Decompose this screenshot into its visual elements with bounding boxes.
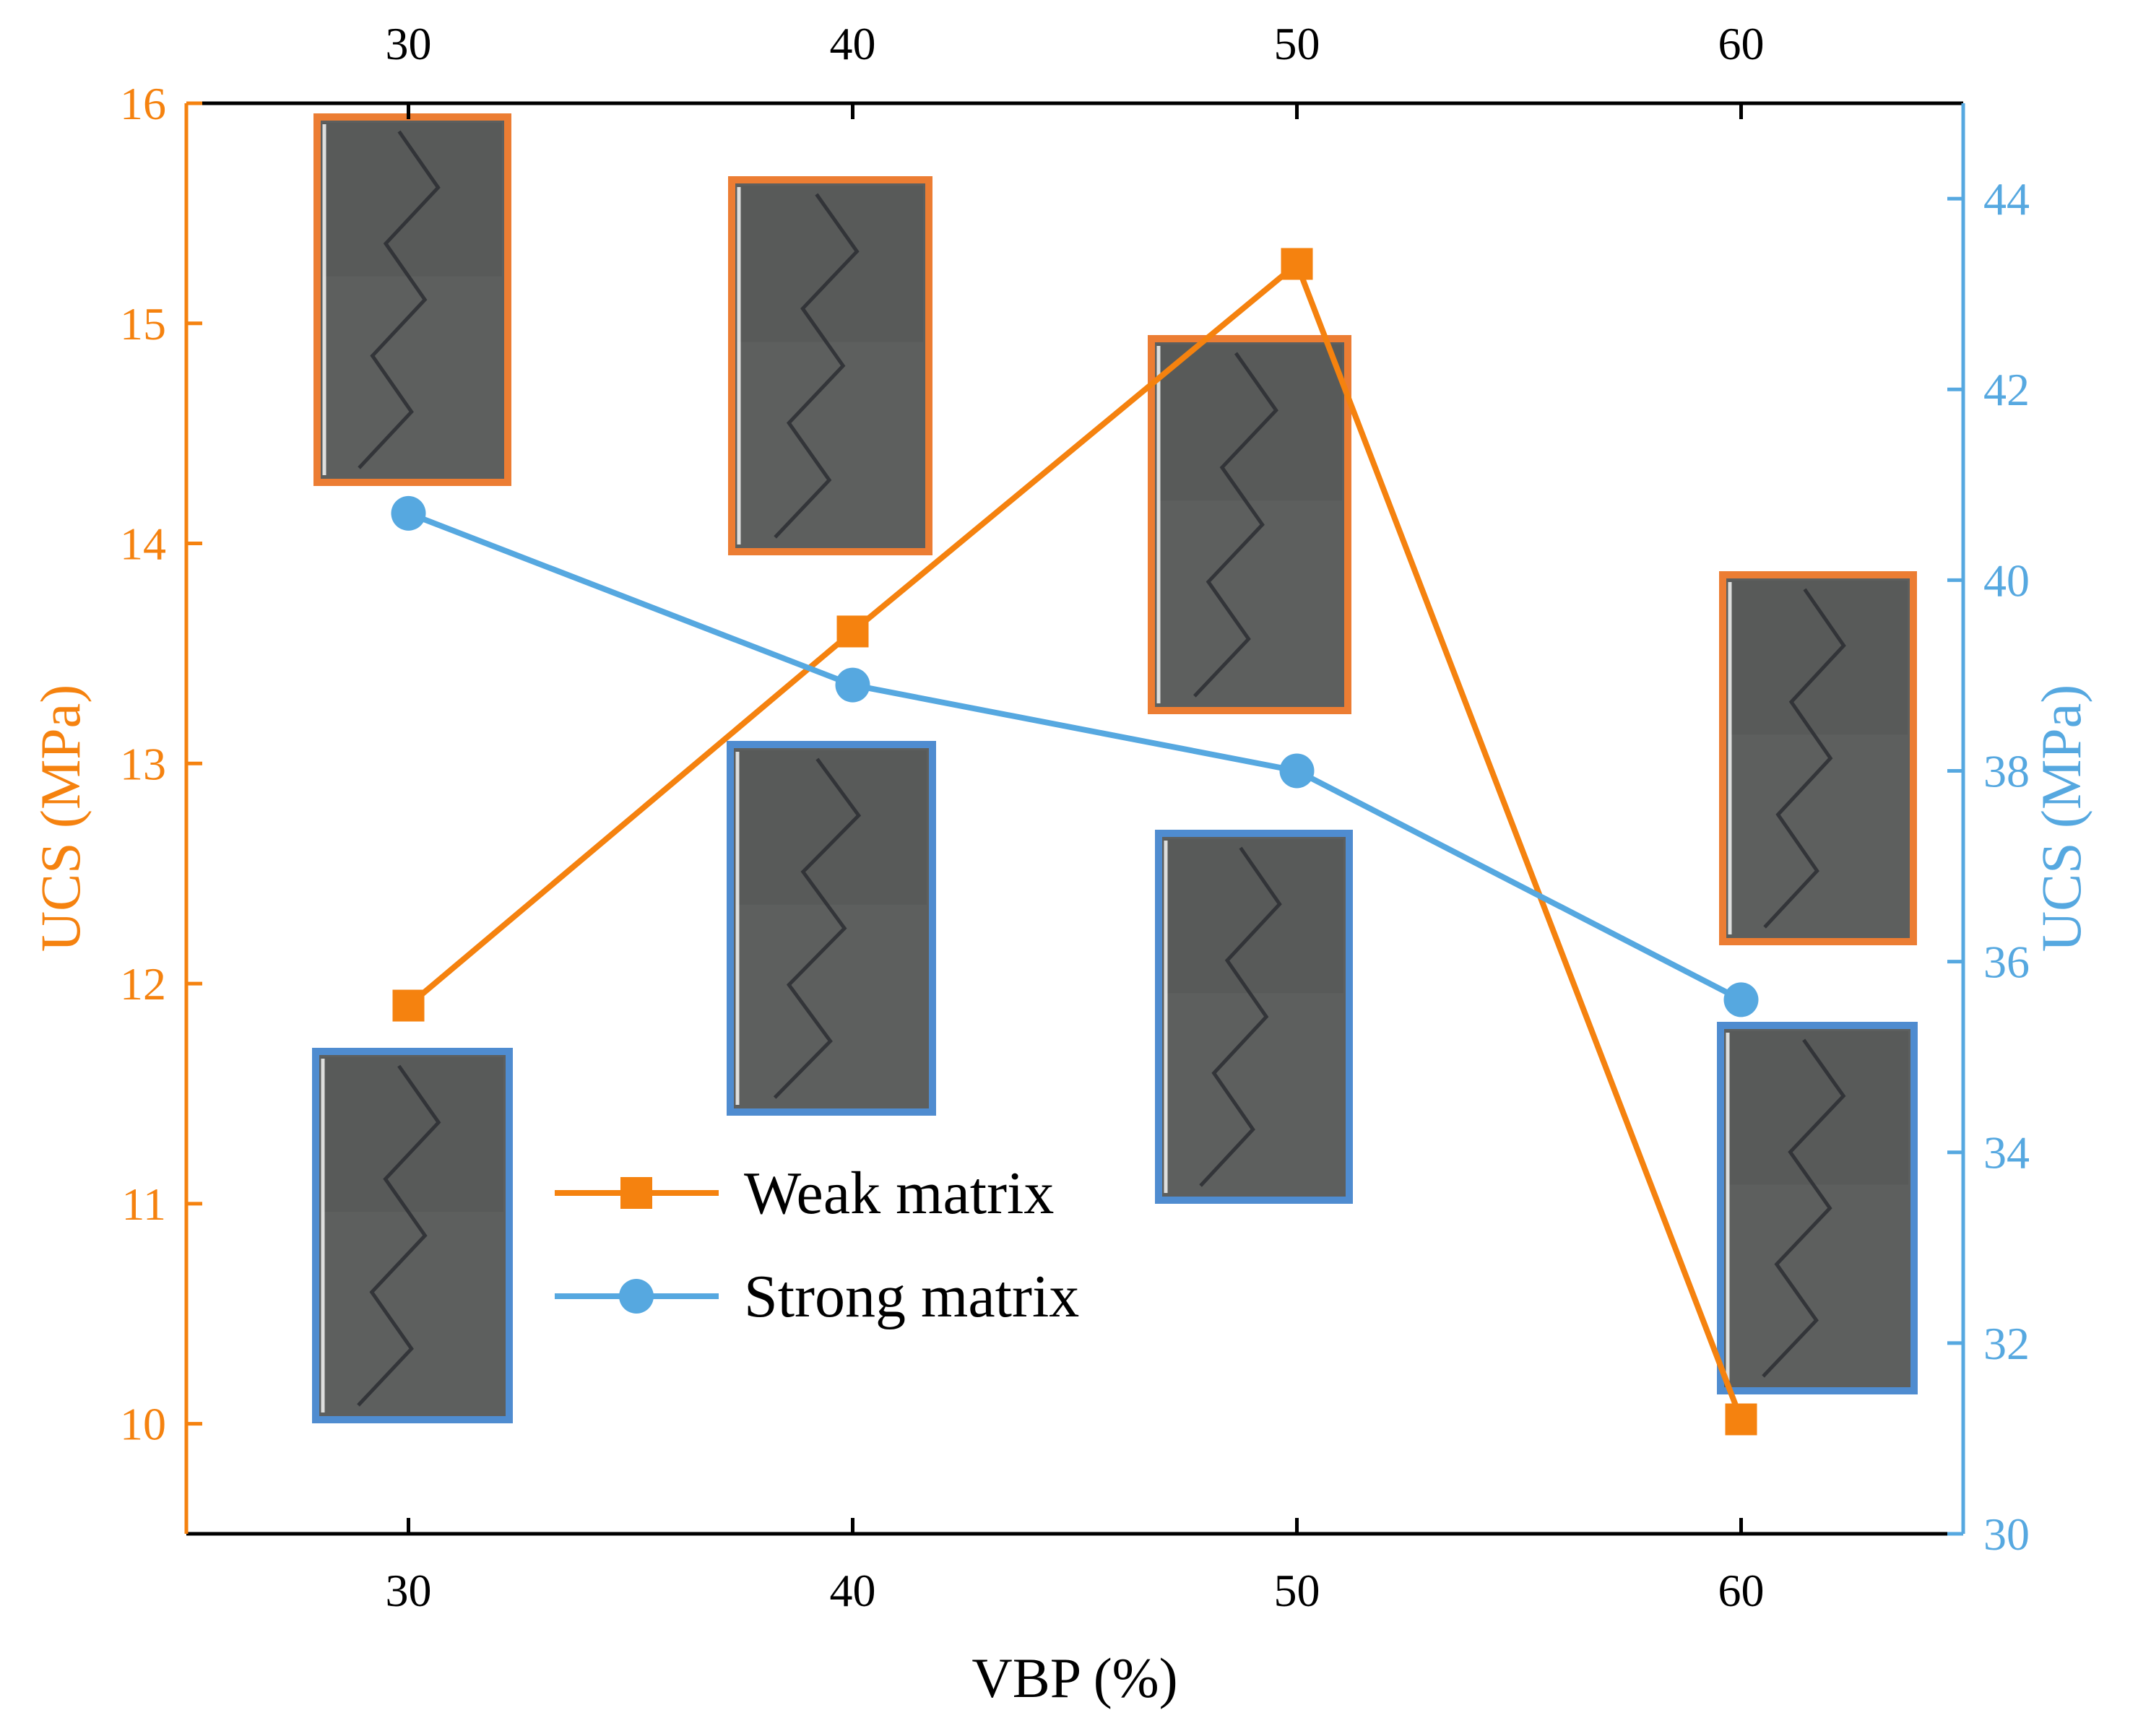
y-tick-label: 14 (120, 518, 166, 570)
y2-tick-label: 42 (1983, 364, 2030, 415)
photo-shade (736, 750, 927, 905)
specimen-photos (312, 113, 1918, 1423)
strong-matrix-point (391, 495, 426, 531)
y2-tick-label: 36 (1983, 937, 2030, 988)
series (391, 248, 1759, 1436)
y2-tick-label: 32 (1983, 1318, 2030, 1369)
y-tick-label: 12 (120, 958, 166, 1010)
y-tick-label: 15 (120, 298, 166, 350)
crack-line (358, 130, 441, 469)
photo-shade (321, 1057, 503, 1212)
photo-shade (1157, 344, 1342, 501)
strong-matrix-line (407, 511, 1743, 1002)
weak-matrix-point (1281, 248, 1313, 280)
crack-line (357, 1064, 441, 1407)
y2-tick-label: 34 (1983, 1127, 2030, 1179)
legend-label: Strong matrix (744, 1263, 1079, 1330)
photo-shade (737, 186, 923, 342)
legend-item: Strong matrix (555, 1263, 1079, 1330)
weak-matrix-point (836, 615, 869, 648)
weak-matrix-point (392, 989, 425, 1022)
legend: Weak matrix Strong matrix (555, 1160, 1079, 1330)
x-tick-label-top: 60 (1718, 18, 1765, 69)
y-tick-label: 10 (120, 1399, 166, 1450)
specimen-photo-strong-60 (1717, 1022, 1918, 1394)
y-axis-title: UCS (MPa) (29, 685, 92, 952)
strong-matrix-point (1279, 753, 1315, 789)
specimen-photo-weak-50 (1148, 335, 1351, 714)
y2-tick-label: 30 (1983, 1509, 2030, 1560)
y2-tick-label: 44 (1983, 173, 2030, 225)
photo-shade (323, 123, 502, 277)
crack-line (773, 758, 862, 1099)
specimen-photo-strong-30 (312, 1048, 513, 1423)
legend-item: Weak matrix (555, 1160, 1054, 1227)
legend-marker (620, 1177, 652, 1209)
weak-matrix-point (1725, 1403, 1757, 1436)
specimen-photo-weak-60 (1719, 571, 1917, 945)
y2-tick-label: 38 (1983, 745, 2030, 797)
x-tick-label: 40 (830, 1565, 876, 1616)
y-tick-label: 13 (120, 738, 166, 789)
x-tick-label-top: 30 (386, 18, 432, 69)
axes: 30 30 40 40 50 50 60 60 10 11 12 13 14 15 16 30 32 34 36 38… (120, 18, 2030, 1616)
specimen-photo-weak-40 (728, 176, 932, 555)
weak-matrix-line (406, 261, 1744, 1420)
y2-tick-label: 40 (1983, 555, 2030, 606)
photo-shade (1164, 839, 1343, 994)
crack-line (1762, 1038, 1846, 1378)
crack-line (774, 193, 860, 539)
crack-line (1199, 846, 1282, 1187)
photo-shade (1726, 1031, 1908, 1185)
x-tick-label-top: 40 (830, 18, 876, 69)
x-tick-label-top: 50 (1274, 18, 1320, 69)
specimen-photo-strong-50 (1155, 830, 1353, 1204)
y-tick-label: 16 (120, 78, 166, 129)
strong-matrix-point (1723, 982, 1759, 1017)
x-tick-label: 60 (1718, 1565, 1765, 1616)
legend-marker (619, 1279, 654, 1314)
specimen-photo-weak-30 (313, 113, 511, 486)
legend-label: Weak matrix (744, 1160, 1054, 1227)
specimen-photo-strong-40 (727, 741, 936, 1116)
y2-axis-title: UCS (MPa) (2030, 685, 2092, 952)
photo-shade (1728, 581, 1908, 735)
crack-line (1763, 588, 1846, 929)
x-tick-label: 30 (386, 1565, 432, 1616)
y-tick-label: 11 (121, 1179, 166, 1230)
x-tick-label: 50 (1274, 1565, 1320, 1616)
strong-matrix-point (835, 667, 870, 703)
x-axis-title: VBP (%) (971, 1646, 1177, 1709)
crack-line (1193, 352, 1278, 698)
